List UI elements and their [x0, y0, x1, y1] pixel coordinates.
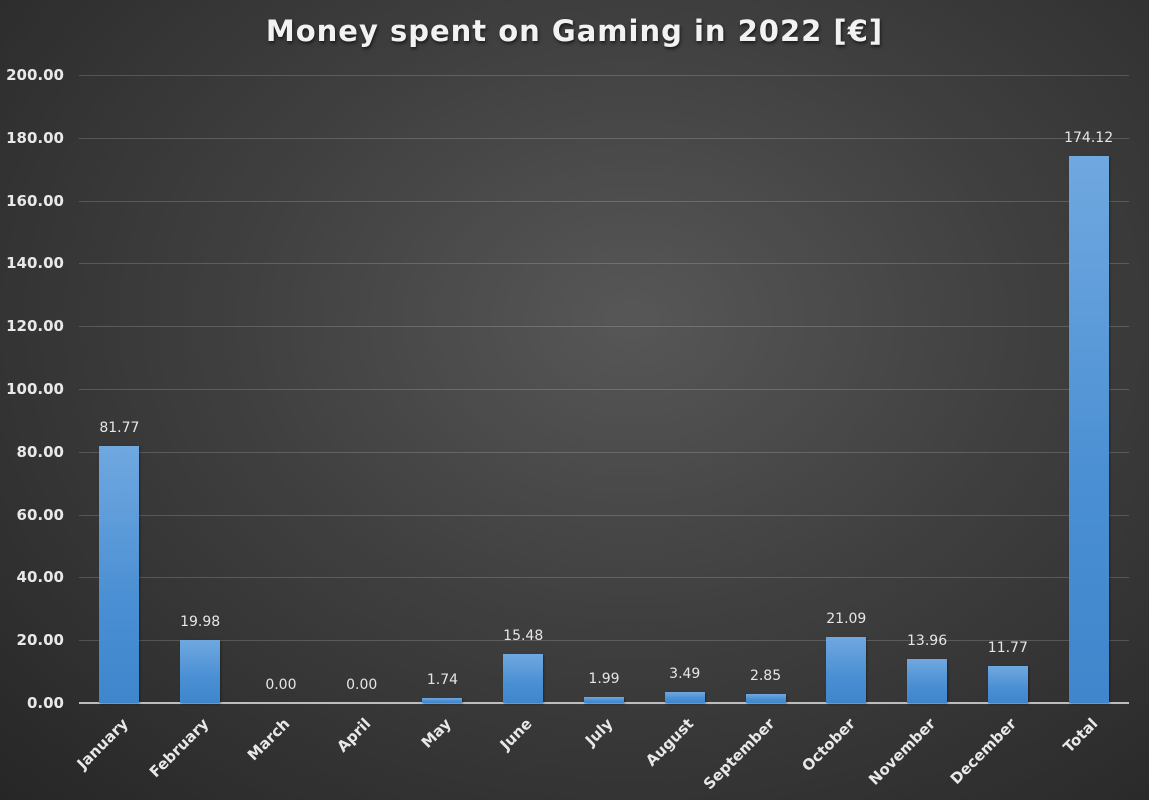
bar-total [1068, 156, 1109, 703]
x-tick-label: December [946, 714, 1021, 788]
x-tick-label: June [496, 714, 536, 754]
data-label: 15.48 [503, 628, 544, 645]
data-label: 3.49 [669, 666, 701, 683]
y-tick-label: 0.00 [26, 694, 64, 712]
bar-february [180, 640, 221, 703]
x-tick-label: September [699, 714, 778, 794]
y-tick-label: 40.00 [16, 568, 64, 587]
x-tick-label: Total [1059, 714, 1101, 757]
gridline [79, 452, 1129, 453]
bar-january [99, 446, 140, 703]
y-tick-label: 120.00 [6, 317, 64, 336]
x-tick-label: April [333, 714, 375, 756]
data-label: 13.96 [907, 633, 948, 650]
y-tick-label: 200.00 [6, 66, 64, 84]
bar-july [584, 696, 624, 703]
x-tick-label: January [73, 714, 132, 773]
x-tick-label: July [581, 714, 617, 750]
y-tick-label: 60.00 [16, 505, 64, 524]
bar-december [987, 666, 1028, 703]
x-tick-label: November [865, 714, 940, 789]
y-tick-label: 180.00 [6, 128, 64, 147]
data-label: 81.77 [99, 420, 140, 437]
x-tick-label: October [798, 714, 859, 776]
bar-may [422, 697, 463, 703]
gridline [79, 577, 1129, 578]
data-label: 1.99 [588, 670, 620, 687]
x-axis-line [79, 702, 1129, 704]
bar-september [745, 694, 786, 703]
data-label: 21.09 [826, 610, 867, 627]
gridline [79, 138, 1129, 139]
data-label: 0.00 [346, 677, 378, 693]
bar-november [907, 659, 948, 703]
gridline [79, 75, 1129, 76]
gridline [79, 201, 1129, 202]
x-tick-label: March [243, 714, 294, 765]
gridline [79, 263, 1129, 264]
x-tick-label: May [417, 714, 455, 752]
x-tick-label: August [642, 714, 698, 770]
y-tick-label: 160.00 [6, 191, 64, 210]
data-label: 2.85 [749, 668, 782, 685]
bar-june [503, 654, 544, 703]
data-label: 0.00 [265, 677, 297, 693]
data-label: 1.74 [426, 671, 459, 688]
y-tick-label: 100.00 [6, 380, 64, 398]
bar-august [664, 692, 705, 703]
chart-title: Money spent on Gaming in 2022 [€] [265, 14, 884, 48]
gridline [79, 640, 1129, 641]
gridline [79, 515, 1129, 516]
y-tick-label: 80.00 [16, 442, 64, 461]
y-tick-label: 140.00 [6, 254, 64, 273]
gridline [79, 389, 1129, 390]
bar-october [826, 636, 867, 703]
x-tick-label: February [146, 714, 213, 782]
data-label: 11.77 [987, 640, 1028, 657]
gridline [79, 326, 1129, 327]
y-tick-label: 20.00 [16, 631, 64, 650]
data-label: 19.98 [180, 614, 221, 631]
data-label: 174.12 [1064, 130, 1114, 147]
